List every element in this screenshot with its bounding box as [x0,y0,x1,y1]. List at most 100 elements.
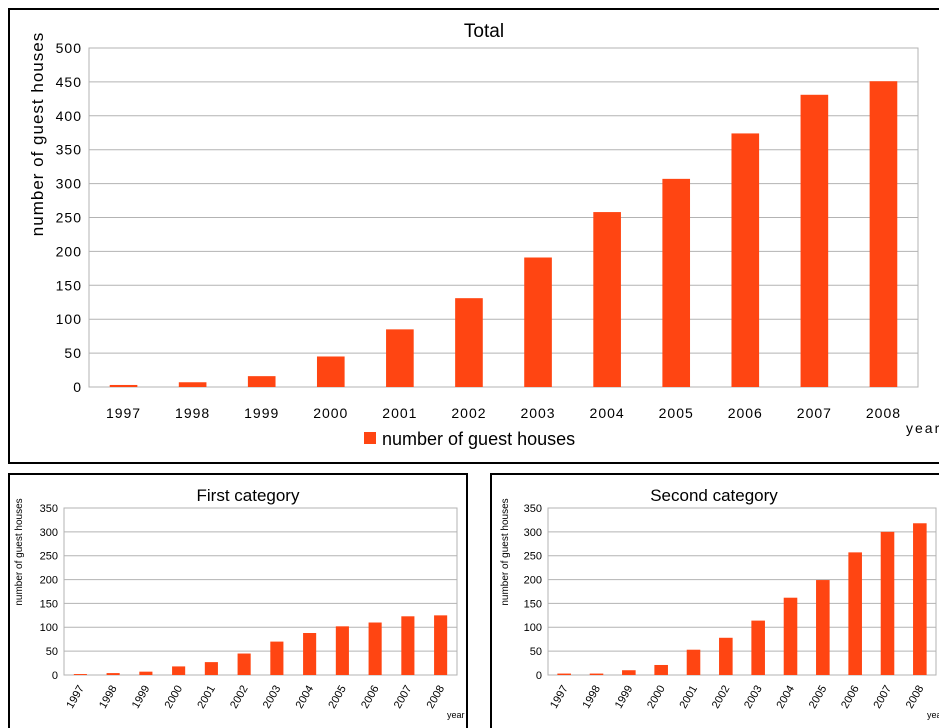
y-tick-label: 300 [524,527,542,539]
y-tick-label: 100 [56,311,82,327]
gridlines-first-category [63,507,458,676]
bars-second-category [557,523,927,675]
y-tick-label: 50 [64,345,82,361]
y-tick-label: 150 [56,277,82,293]
plot-area [63,507,458,676]
x-tick-labels-total: 1997 1998 1999 2000 2001 2002 2003 2004 2005 2006… [106,405,901,421]
gridlines-second-category [547,507,937,676]
y-tick-label: 0 [73,379,82,395]
x-tick-label: 1998 [97,684,120,711]
chart-frame-first-category [8,473,468,728]
x-tick-label: 2008 [425,684,448,711]
chart-total: Total number of guest houses 0 50 100 150 20… [8,8,939,464]
plot-area [88,47,919,388]
x-tick-label: 1997 [106,405,141,421]
x-tick-label: 2000 [645,684,668,711]
x-tick-label: 2001 [195,684,218,711]
y-tick-label: 350 [56,142,82,158]
bar [524,257,552,387]
y-tick-labels-total: 0 50 100 150 200 250 300 350 400 450 500 [56,40,82,395]
bar [751,620,765,675]
y-axis-label-total: number of guest houses [28,32,47,236]
x-tick-label: 2008 [866,405,901,421]
chart-title-total: Total [464,21,504,42]
bar [686,649,701,675]
x-tick-label: 2007 [392,684,415,711]
x-tick-label: 2003 [742,684,765,711]
chart-frame-total [8,8,939,464]
y-tick-label: 250 [56,210,82,226]
bar [622,670,636,675]
bar [204,662,218,675]
x-tick-label: 1997 [64,684,87,711]
bar [335,626,349,675]
plot-area [547,507,937,676]
bar [270,641,284,675]
chart-first-category: First category number of guest houses 0 5… [8,473,468,728]
y-axis-label-second-category: number of guest houses [500,498,511,605]
y-tick-label: 0 [536,670,542,682]
x-tick-label: 2003 [261,684,284,711]
bar [593,212,621,387]
y-tick-label: 350 [524,503,542,515]
y-tick-label: 450 [56,74,82,90]
bar [455,298,483,387]
bars-total [109,81,898,388]
y-tick-label: 300 [40,527,58,539]
legend-label-total: number of guest houses [382,429,575,449]
y-tick-labels-second-category: 0 50 100 150 200 250 300 350 [524,503,542,682]
bar [434,615,448,675]
x-tick-label: 1999 [244,405,279,421]
bar [719,637,733,675]
x-tick-label: 2007 [797,405,832,421]
bar [816,580,830,675]
bar [368,622,382,675]
y-axis-label-first-category: number of guest houses [14,498,25,605]
y-tick-label: 250 [524,551,542,563]
bar [316,356,345,387]
y-tick-label: 100 [524,622,542,634]
y-tick-label: 200 [40,575,58,587]
x-tick-label: 1998 [175,405,210,421]
y-tick-label: 200 [524,575,542,587]
chart-title-first-category: First category [197,486,300,505]
x-tick-label: 2008 [904,684,927,711]
x-tick-label: 2005 [326,684,349,711]
y-tick-label: 0 [52,670,58,682]
y-tick-labels-first-category: 0 50 100 150 200 250 300 350 [40,503,58,682]
x-tick-label: 1999 [130,684,153,711]
x-tick-label: 2000 [163,684,186,711]
y-tick-label: 500 [56,40,82,56]
y-tick-label: 150 [40,598,58,610]
bar [662,178,691,387]
x-tick-labels-second-category: 1997 1998 1999 2000 2001 2002 2003 2004 2005 2006… [548,684,926,711]
x-axis-label-total: year [906,420,939,436]
x-tick-label: 2006 [839,684,862,711]
bar [589,673,604,675]
x-tick-label: 2006 [359,684,382,711]
bar [557,673,571,675]
bar [731,133,760,387]
x-tick-label: 2005 [659,405,694,421]
x-tick-label: 2006 [728,405,763,421]
bar [386,329,414,387]
y-tick-label: 250 [40,551,58,563]
bar [109,384,138,387]
x-tick-label: 1997 [548,684,571,711]
x-tick-label: 2001 [677,684,700,711]
x-tick-label: 2002 [710,684,733,711]
bar [139,671,153,675]
y-tick-label: 350 [40,503,58,515]
x-tick-label: 2002 [228,684,251,711]
y-tick-label: 400 [56,108,82,124]
bar [172,666,186,675]
y-tick-label: 150 [524,598,542,610]
chart-title-second-category: Second category [650,486,778,505]
bar [401,616,415,675]
x-tick-label: 1999 [613,684,636,711]
x-tick-label: 2004 [774,684,797,711]
x-tick-label: 2002 [451,405,486,421]
bar [880,531,895,675]
bar [73,674,87,675]
